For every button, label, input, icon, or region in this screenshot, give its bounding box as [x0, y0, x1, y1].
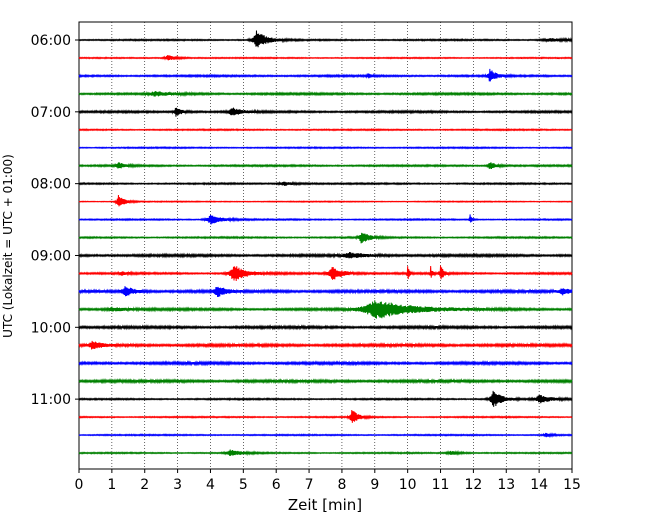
- x-tick-label: 5: [239, 477, 248, 493]
- trace-1045: [78, 377, 573, 385]
- trace-0915: [78, 265, 573, 281]
- x-tick-label: 3: [173, 477, 182, 493]
- trace-0930: [78, 286, 573, 298]
- trace-0830: [78, 214, 573, 225]
- trace-0815: [78, 195, 573, 207]
- x-tick-label: 1: [107, 477, 116, 493]
- trace-1115: [78, 410, 573, 423]
- x-tick-label: 9: [370, 477, 379, 493]
- y-tick-label: 08:00: [31, 177, 71, 193]
- trace-1145: [78, 449, 573, 457]
- x-tick-label: 2: [140, 477, 149, 493]
- x-axis-label: Zeit [min]: [288, 496, 362, 514]
- y-tick-label: 06:00: [31, 33, 71, 49]
- x-tick-label: 14: [530, 477, 548, 493]
- trace-0745: [78, 162, 573, 170]
- y-tick-label: 09:00: [31, 248, 71, 264]
- seismic-traces: [78, 30, 573, 457]
- y-axis: 06:00 07:00 08:00 09:00 10:00 11:00: [31, 33, 79, 408]
- x-tick-label: 10: [399, 477, 417, 493]
- x-tick-label: 7: [305, 477, 314, 493]
- x-tick-label: 13: [497, 477, 515, 493]
- trace-1100: [78, 390, 573, 407]
- y-tick-label: 07:00: [31, 105, 71, 121]
- trace-0630: [78, 68, 573, 82]
- y-tick-label: 11:00: [31, 392, 71, 408]
- plot-area: [78, 21, 573, 470]
- y-axis-label: UTC (Lokalzeit = UTC + 01:00): [1, 154, 15, 338]
- x-tick-label: 12: [464, 477, 482, 493]
- x-grid-lines: [111, 22, 540, 469]
- trace-0845: [78, 232, 573, 244]
- y-tick-label: 10:00: [31, 320, 71, 336]
- trace-1000: [78, 324, 573, 331]
- trace-0645: [78, 90, 573, 97]
- trace-0615: [78, 54, 573, 61]
- x-tick-label: 4: [206, 477, 215, 493]
- trace-1030: [78, 360, 573, 367]
- trace-0900: [78, 252, 573, 259]
- trace-0700: [78, 107, 573, 117]
- trace-0945: [78, 300, 573, 319]
- x-tick-label: 15: [563, 477, 581, 493]
- x-tick-label: 0: [75, 477, 84, 493]
- x-tick-label: 6: [272, 477, 281, 493]
- trace-1130: [78, 432, 573, 438]
- x-axis: 0 1 2 3 4 5 6 7 8 9 10 11 12 13 14 15: [75, 469, 581, 493]
- trace-0600: [78, 30, 573, 48]
- x-tick-label: 8: [337, 477, 346, 493]
- x-tick-label: 11: [432, 477, 450, 493]
- trace-0800: [78, 180, 573, 187]
- trace-0715: [78, 127, 573, 132]
- trace-1015: [78, 340, 573, 350]
- trace-0730: [78, 145, 573, 150]
